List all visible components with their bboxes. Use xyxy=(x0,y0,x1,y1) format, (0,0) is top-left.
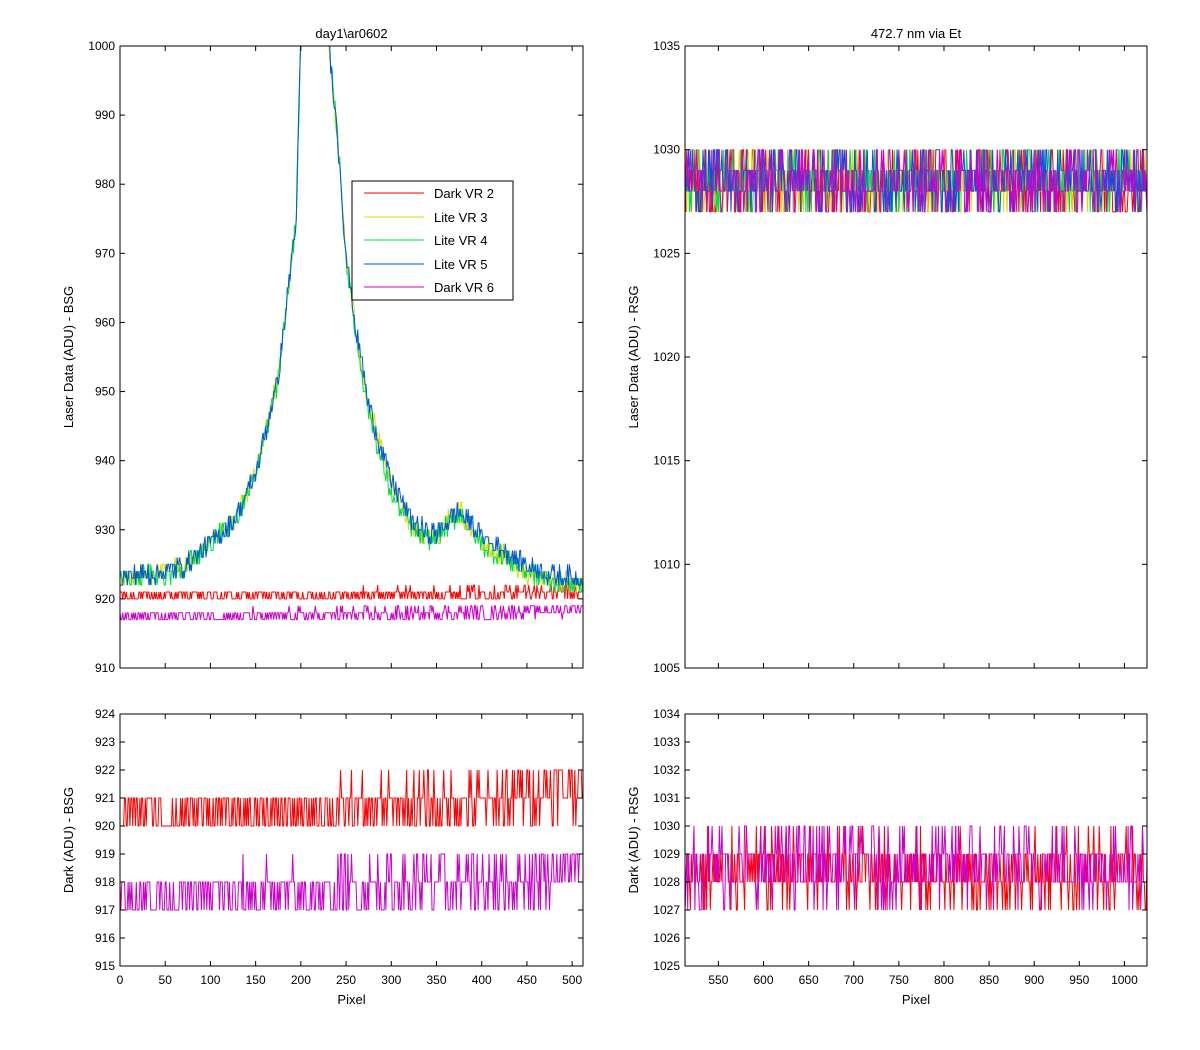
y-axis-label-top-right: Laser Data (ADU) - RSG xyxy=(626,285,641,428)
y-tick-label: 1005 xyxy=(653,661,680,675)
y-axis-label-bottom-left: Dark (ADU) - BSG xyxy=(61,787,76,893)
y-tick-label: 1027 xyxy=(653,903,680,917)
y-tick-label: 1028 xyxy=(653,875,680,889)
legend-label: Lite VR 3 xyxy=(434,210,487,225)
y-tick-label: 1020 xyxy=(653,350,680,364)
y-tick-label: 940 xyxy=(95,454,115,468)
y-tick-label: 916 xyxy=(95,931,115,945)
y-tick-label: 915 xyxy=(95,959,115,973)
x-tick-label: 250 xyxy=(336,973,356,987)
y-tick-label: 924 xyxy=(95,707,115,721)
y-tick-label: 1025 xyxy=(653,246,680,260)
x-tick-label: 600 xyxy=(753,973,773,987)
y-tick-label: 917 xyxy=(95,903,115,917)
x-tick-label: 450 xyxy=(517,973,537,987)
y-tick-label: 960 xyxy=(95,315,115,329)
x-tick-label: 200 xyxy=(291,973,311,987)
y-tick-label: 920 xyxy=(95,592,115,606)
x-tick-label: 0 xyxy=(117,973,124,987)
y-tick-label: 1010 xyxy=(653,557,680,571)
x-tick-label: 350 xyxy=(426,973,446,987)
y-axis-label-top-left: Laser Data (ADU) - BSG xyxy=(61,286,76,428)
x-tick-label: 1000 xyxy=(1111,973,1138,987)
x-axis-label-bottom-right: Pixel xyxy=(902,992,930,1007)
x-tick-label: 700 xyxy=(844,973,864,987)
y-tick-label: 1035 xyxy=(653,39,680,53)
y-tick-label: 950 xyxy=(95,385,115,399)
x-axis-label-bottom-left: Pixel xyxy=(337,992,365,1007)
y-tick-label: 920 xyxy=(95,819,115,833)
y-tick-label: 1033 xyxy=(653,735,680,749)
x-tick-label: 500 xyxy=(562,973,582,987)
axes-title-top-right: 472.7 nm via Et xyxy=(871,26,962,41)
y-tick-label: 1029 xyxy=(653,847,680,861)
y-tick-label: 1000 xyxy=(88,39,115,53)
y-tick-label: 1032 xyxy=(653,763,680,777)
y-tick-label: 923 xyxy=(95,735,115,749)
y-tick-label: 1030 xyxy=(653,819,680,833)
x-tick-label: 100 xyxy=(200,973,220,987)
legend-label: Dark VR 6 xyxy=(434,280,494,295)
axes-title-top-left: day1\ar0602 xyxy=(315,26,387,41)
y-tick-label: 1025 xyxy=(653,959,680,973)
y-tick-label: 930 xyxy=(95,523,115,537)
y-tick-label: 1015 xyxy=(653,454,680,468)
y-tick-label: 1031 xyxy=(653,791,680,805)
x-tick-label: 900 xyxy=(1024,973,1044,987)
x-tick-label: 750 xyxy=(889,973,909,987)
y-tick-label: 918 xyxy=(95,875,115,889)
y-tick-label: 970 xyxy=(95,246,115,260)
x-tick-label: 850 xyxy=(979,973,999,987)
x-tick-label: 550 xyxy=(708,973,728,987)
y-tick-label: 921 xyxy=(95,791,115,805)
y-axis-label-bottom-right: Dark (ADU) - RSG xyxy=(626,787,641,894)
y-tick-label: 1026 xyxy=(653,931,680,945)
y-tick-label: 990 xyxy=(95,108,115,122)
x-tick-label: 150 xyxy=(246,973,266,987)
y-tick-label: 922 xyxy=(95,763,115,777)
x-tick-label: 650 xyxy=(799,973,819,987)
y-tick-label: 1030 xyxy=(653,143,680,157)
x-tick-label: 50 xyxy=(159,973,173,987)
legend: Dark VR 2 Lite VR 3 Lite VR 4 Lite VR 5 … xyxy=(352,181,513,300)
x-tick-label: 300 xyxy=(381,973,401,987)
y-tick-label: 910 xyxy=(95,661,115,675)
legend-label: Lite VR 5 xyxy=(434,257,487,272)
legend-label: Lite VR 4 xyxy=(434,233,487,248)
x-tick-label: 400 xyxy=(472,973,492,987)
legend-label: Dark VR 2 xyxy=(434,186,494,201)
x-tick-label: 950 xyxy=(1069,973,1089,987)
y-tick-label: 919 xyxy=(95,847,115,861)
y-tick-label: 1034 xyxy=(653,707,680,721)
y-tick-label: 980 xyxy=(95,177,115,191)
x-tick-label: 800 xyxy=(934,973,954,987)
